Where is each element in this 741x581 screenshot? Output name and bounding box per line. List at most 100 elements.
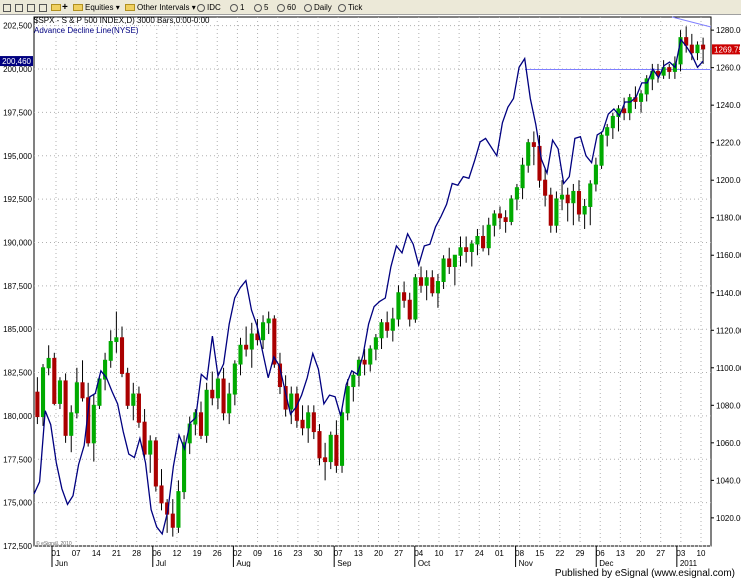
candle-body <box>266 318 271 324</box>
candle-body <box>475 235 480 245</box>
x-tick-label: 06 <box>152 549 161 558</box>
candle-body <box>514 187 519 200</box>
candle-body <box>108 341 113 361</box>
candle-body <box>272 318 277 365</box>
left-tick-label: 180,000 <box>3 412 32 421</box>
candle-body <box>362 359 367 365</box>
clock-icon <box>197 3 205 12</box>
candle-body <box>452 254 457 267</box>
folder-tool-icon[interactable] <box>51 2 63 13</box>
candle-body <box>91 404 96 444</box>
x-tick-label: 04 <box>414 549 423 558</box>
candle-body <box>289 393 294 410</box>
candle-body <box>80 382 85 399</box>
x-tick-label: 27 <box>656 549 665 558</box>
chart-title: $SPX - S & P 500 INDEX,D) 3000 Bars,0:00… <box>34 16 210 25</box>
month-label: Dec <box>599 559 613 567</box>
interval-60-label: 60 <box>287 3 296 12</box>
price-chart[interactable]: 172,500 175,000 177,500 180,000 182,500 185,0… <box>0 15 741 567</box>
left-tick-label: 197,500 <box>3 108 32 117</box>
right-tick-label: 1120.00 <box>716 326 741 335</box>
interval-60-button[interactable]: 60 <box>277 2 296 13</box>
candle-body <box>390 318 395 331</box>
candle-body <box>176 491 181 528</box>
add-symbol-icon[interactable]: + <box>62 2 68 13</box>
toolbar: + Equities ▾ Other Intervals ▾ IDC 1 5 6… <box>0 0 741 15</box>
candle-body <box>317 431 322 459</box>
candle-body <box>543 179 548 196</box>
candle-body <box>418 277 424 286</box>
candle-body <box>306 412 311 429</box>
x-tick-label: 24 <box>475 549 484 558</box>
candle-body <box>571 190 576 204</box>
left-last-value-box <box>0 56 33 67</box>
right-tick-label: 1220.00 <box>716 139 741 148</box>
month-label: Oct <box>418 559 431 567</box>
candle-body <box>328 434 333 463</box>
candle-body <box>125 372 130 406</box>
candle-body <box>311 412 316 433</box>
x-tick-label: 20 <box>636 549 645 558</box>
x-tick-label: 27 <box>394 549 403 558</box>
x-tick-label: 07 <box>72 549 81 558</box>
right-tick-label: 1240.00 <box>716 101 741 110</box>
left-tick-label: 195,000 <box>3 152 32 161</box>
left-tick-label: 192,500 <box>3 195 32 204</box>
candle-body <box>368 348 373 365</box>
candle-body <box>627 97 632 114</box>
candle-body <box>379 322 384 339</box>
interval-daily-button[interactable]: Daily <box>304 2 332 13</box>
left-tick-label: 172,500 <box>3 542 32 551</box>
interval-5-button[interactable]: 5 <box>254 2 268 13</box>
x-tick-label: 21 <box>112 549 121 558</box>
candle-body <box>35 391 40 418</box>
candle-body <box>458 247 463 256</box>
x-tick-label: 13 <box>616 549 625 558</box>
interval-1-label: 1 <box>240 3 245 12</box>
grid-tool-icon[interactable] <box>3 2 13 13</box>
watermark: © eSignal, 2010 <box>36 540 72 547</box>
candle-body <box>63 380 68 436</box>
clock-icon <box>254 3 262 12</box>
other-intervals-menu[interactable]: Other Intervals ▾ <box>125 2 196 13</box>
other-intervals-label: Other Intervals <box>137 3 190 12</box>
candle-body <box>69 412 74 436</box>
candle-body <box>170 513 175 528</box>
candle-body <box>486 224 491 249</box>
chart-tool-icon[interactable] <box>15 2 25 13</box>
candle-body <box>215 378 220 399</box>
candle-body <box>402 292 407 301</box>
publisher-credit: Published by eSignal (www.esignal.com) <box>554 568 735 579</box>
candle-body <box>46 357 51 369</box>
candle-body <box>204 389 209 436</box>
month-label: Aug <box>236 559 250 567</box>
equities-menu[interactable]: Equities ▾ <box>73 2 120 13</box>
month-label: Jul <box>156 559 166 567</box>
candle-body <box>684 37 689 46</box>
advance-decline-line <box>33 38 704 536</box>
right-tick-label: 1040.00 <box>716 476 741 485</box>
interval-tick-button[interactable]: Tick <box>338 2 362 13</box>
interval-idc-button[interactable]: IDC <box>197 2 221 13</box>
interval-idc-label: IDC <box>207 3 221 12</box>
x-tick-label: 06 <box>596 549 605 558</box>
candle-body <box>323 457 328 463</box>
layout-tool-icon[interactable] <box>27 2 37 13</box>
candle-body <box>142 421 147 455</box>
left-last-value: 200,460 <box>2 57 31 66</box>
candle-body <box>300 419 305 429</box>
month-label: Jun <box>55 559 68 567</box>
x-tick-label: 10 <box>697 549 706 558</box>
interval-1-button[interactable]: 1 <box>230 2 244 13</box>
window-tool-icon[interactable] <box>39 2 49 13</box>
right-tick-label: 1260.00 <box>716 64 741 73</box>
x-tick-label: 17 <box>455 549 464 558</box>
candle-body <box>40 367 46 418</box>
candle-body <box>52 357 57 404</box>
x-tick-label: 30 <box>314 549 323 558</box>
candle-body <box>503 217 508 222</box>
x-tick-label: 19 <box>193 549 202 558</box>
candle-body <box>407 299 412 320</box>
candle-body <box>210 389 215 399</box>
right-tick-label: 1020.00 <box>716 514 741 523</box>
